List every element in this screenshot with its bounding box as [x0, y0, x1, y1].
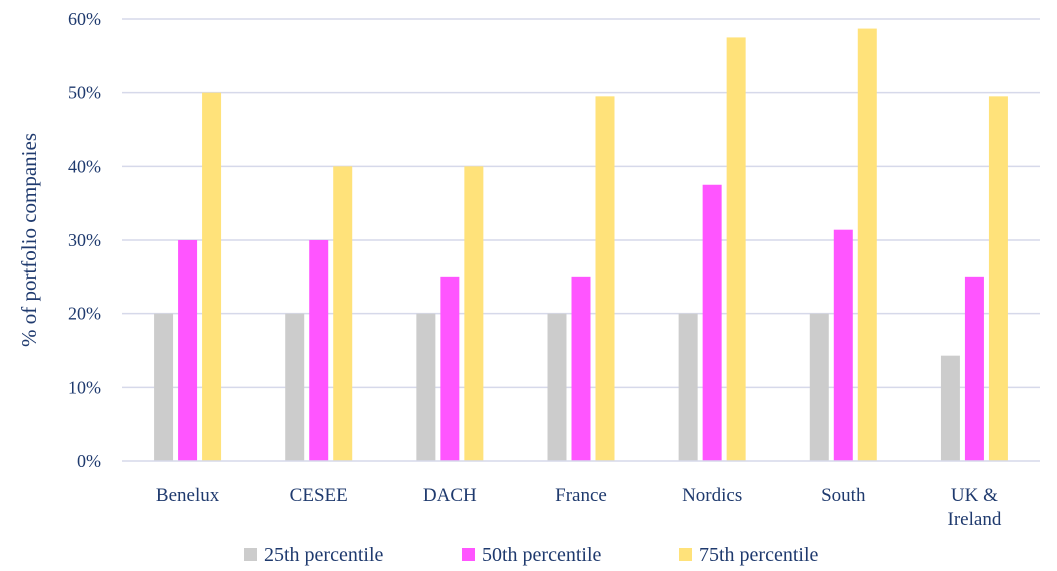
bar-50th-percentile: [440, 276, 460, 461]
bar-50th-percentile: [571, 276, 591, 461]
bar-75th-percentile: [202, 92, 222, 462]
bar-25th-percentile: [547, 313, 567, 461]
y-tick-label: 0%: [77, 451, 101, 471]
bar-25th-percentile: [940, 355, 960, 461]
bar-50th-percentile: [833, 229, 853, 461]
x-category-label: Ireland: [948, 509, 1002, 530]
bar-25th-percentile: [678, 313, 698, 461]
legend-swatch: [244, 548, 257, 561]
bar-75th-percentile: [857, 28, 877, 462]
bar-50th-percentile: [309, 240, 329, 461]
legend-label: 25th percentile: [264, 544, 384, 566]
bar-75th-percentile: [595, 96, 615, 461]
y-tick-label: 60%: [68, 9, 101, 29]
legend-swatch: [679, 548, 692, 561]
y-axis-ticks: 0% 10% 20% 30% 40% 50% 60%: [68, 9, 101, 471]
x-category-label: France: [555, 485, 607, 506]
legend-label: 50th percentile: [482, 544, 602, 566]
bar-25th-percentile: [416, 313, 436, 461]
x-category-label: Nordics: [682, 485, 742, 506]
bar-75th-percentile: [333, 166, 353, 462]
bar-25th-percentile: [809, 313, 829, 461]
y-tick-label: 20%: [68, 304, 101, 324]
bar-25th-percentile: [285, 313, 305, 461]
x-category-label: South: [821, 485, 866, 506]
x-category-label: UK &: [951, 485, 998, 506]
x-axis-categories: Benelux CESEE DACH France Nordics South UK & Ir…: [156, 485, 1002, 530]
y-tick-label: 40%: [68, 156, 101, 176]
x-category-label: Benelux: [156, 485, 220, 506]
bar-50th-percentile: [702, 184, 722, 461]
legend-label: 75th percentile: [699, 544, 819, 566]
bar-75th-percentile: [464, 166, 484, 462]
bar-75th-percentile: [988, 96, 1008, 461]
y-tick-label: 50%: [68, 83, 101, 103]
gridlines: [122, 18, 1040, 389]
y-axis-title: % of portfolio companies: [17, 133, 41, 347]
legend-swatch: [462, 548, 475, 561]
bars: [154, 28, 1008, 462]
bar-25th-percentile: [154, 313, 174, 461]
y-tick-label: 10%: [68, 377, 101, 397]
bar-50th-percentile: [178, 240, 198, 461]
bar-75th-percentile: [726, 37, 746, 462]
x-category-label: DACH: [423, 485, 477, 506]
legend: 25th percentile 50th percentile 75th perce…: [244, 544, 819, 566]
bar-50th-percentile: [964, 276, 984, 461]
x-category-label: CESEE: [290, 485, 348, 506]
y-tick-label: 30%: [68, 230, 101, 250]
